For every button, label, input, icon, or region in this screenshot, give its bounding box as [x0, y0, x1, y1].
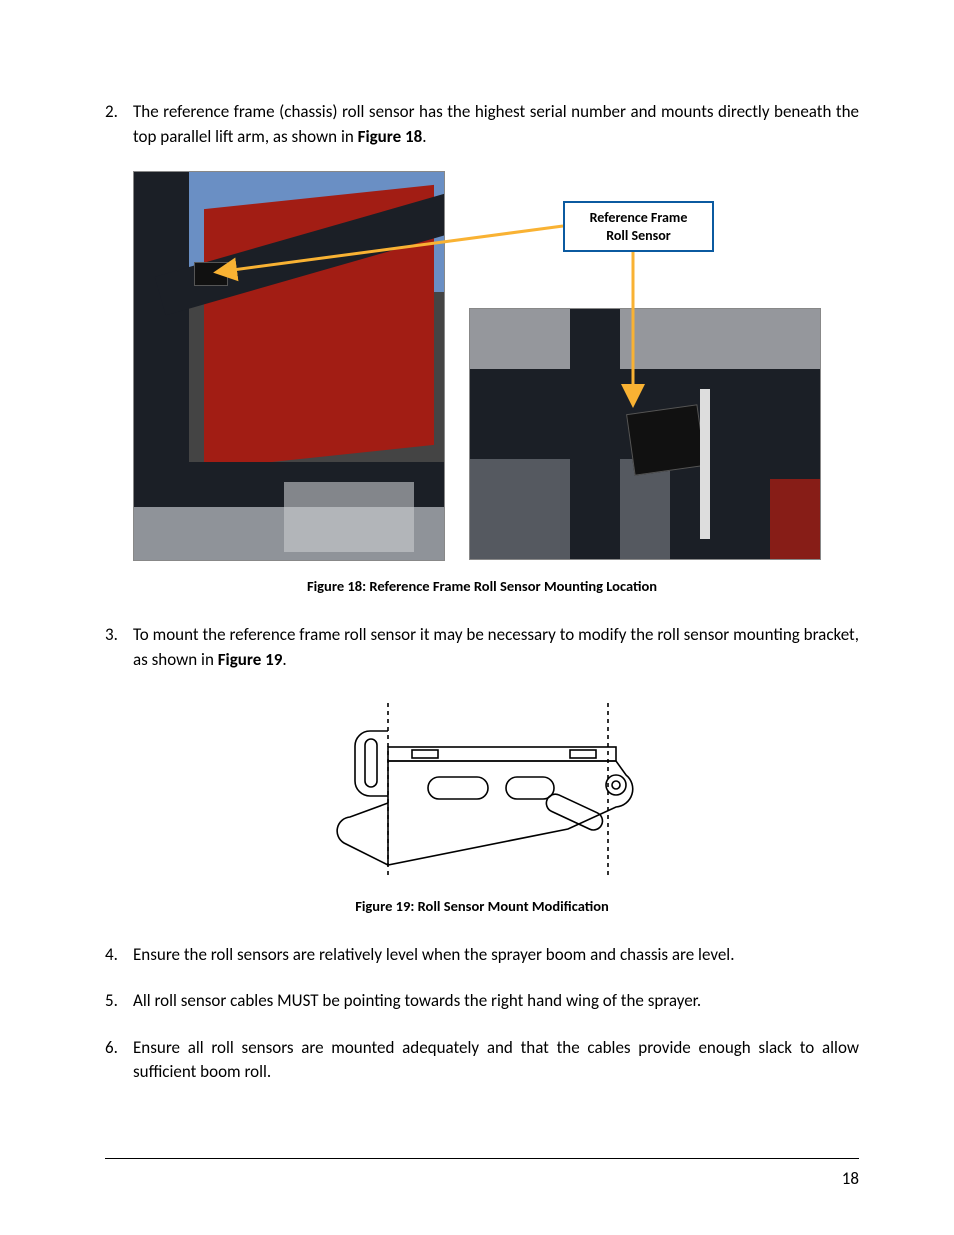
page: 2. The reference frame (chassis) roll se… — [0, 0, 954, 1235]
list-item: 6. Ensure all roll sensors are mounted a… — [105, 1036, 859, 1085]
ordered-list: 2. The reference frame (chassis) roll se… — [105, 100, 859, 1085]
callout-line: Reference Frame — [571, 209, 706, 227]
callout-line: Roll Sensor — [571, 227, 706, 245]
figure-ref: Figure 19 — [218, 649, 283, 670]
list-number: 3. — [105, 623, 133, 672]
list-item: 2. The reference frame (chassis) roll se… — [105, 100, 859, 149]
figure-caption: Figure 19: Roll Sensor Mount Modificatio… — [105, 897, 859, 915]
list-number: 4. — [105, 943, 133, 968]
figure-ref: Figure 18 — [358, 126, 423, 147]
list-text: Ensure the roll sensors are relatively l… — [133, 943, 859, 968]
list-item: 3. To mount the reference frame roll sen… — [105, 623, 859, 672]
list-text: To mount the reference frame roll sensor… — [133, 623, 859, 672]
list-text: All roll sensor cables MUST be pointing … — [133, 989, 859, 1014]
figure-18: Reference Frame Roll Sensor Figu — [105, 171, 859, 595]
figure-19: Figure 19: Roll Sensor Mount Modificatio… — [105, 695, 859, 915]
list-number: 5. — [105, 989, 133, 1014]
figure-caption: Figure 18: Reference Frame Roll Sensor M… — [105, 577, 859, 595]
footer-rule — [105, 1158, 859, 1159]
list-number: 2. — [105, 100, 133, 149]
figure-18-canvas: Reference Frame Roll Sensor — [133, 171, 828, 571]
text-run: . — [422, 126, 426, 147]
list-item: 4. Ensure the roll sensors are relativel… — [105, 943, 859, 968]
text-run: . — [282, 649, 286, 670]
text-run: The reference frame (chassis) roll senso… — [133, 101, 859, 147]
callout-box: Reference Frame Roll Sensor — [563, 201, 714, 252]
page-number: 18 — [842, 1168, 859, 1189]
list-text: The reference frame (chassis) roll senso… — [133, 100, 859, 149]
figure-19-canvas — [316, 695, 648, 887]
figure-18-photo-left — [133, 171, 445, 561]
figure-18-photo-right — [469, 308, 821, 560]
bracket-diagram — [316, 695, 648, 887]
list-item: 5. All roll sensor cables MUST be pointi… — [105, 989, 859, 1014]
list-number: 6. — [105, 1036, 133, 1085]
list-text: Ensure all roll sensors are mounted adeq… — [133, 1036, 859, 1085]
